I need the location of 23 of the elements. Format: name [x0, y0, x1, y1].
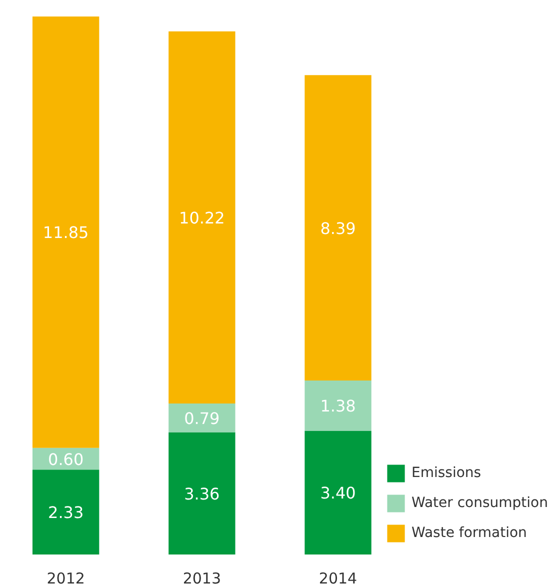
- bar: [168, 403, 236, 432]
- data-label: 3.36: [184, 484, 220, 504]
- data-label: 11.85: [42, 223, 89, 242]
- x-tick-label: 2014: [318, 570, 358, 586]
- bar: [168, 432, 236, 554]
- bar: [304, 380, 372, 431]
- data-label: 10.22: [179, 208, 225, 228]
- legend-label: Waste formation: [412, 525, 527, 541]
- legend-label: Emissions: [412, 465, 482, 481]
- bar: [32, 470, 100, 554]
- legend-label: Water consumption: [412, 495, 548, 511]
- bar: [304, 75, 372, 381]
- bar: [168, 31, 236, 404]
- x-tick-label: 2013: [182, 570, 222, 586]
- x-tick-label: 2012: [46, 570, 85, 586]
- data-label: 2.33: [48, 503, 84, 522]
- data-label: 3.40: [320, 484, 356, 503]
- data-label: 0.79: [184, 408, 220, 428]
- data-label: 0.60: [48, 450, 84, 469]
- bar: [304, 430, 372, 554]
- data-label: 1.38: [320, 396, 356, 416]
- data-label: 8.39: [320, 218, 356, 238]
- bar: [32, 16, 100, 448]
